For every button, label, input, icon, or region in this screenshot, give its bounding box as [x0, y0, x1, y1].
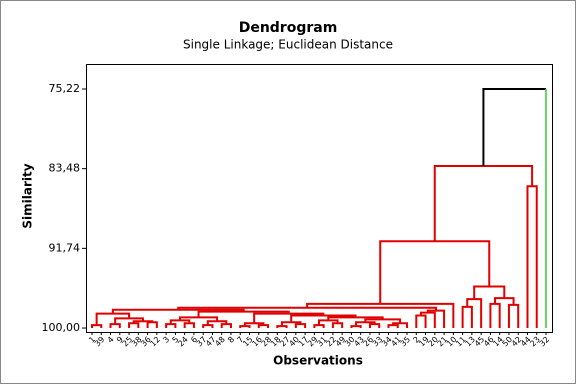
leaf-label: 8	[226, 335, 236, 345]
leaf-label: 9	[115, 335, 125, 345]
cluster-link	[220, 323, 232, 329]
cluster-link	[169, 319, 191, 325]
cluster-link	[253, 312, 325, 324]
cluster-link	[379, 240, 491, 304]
y-tick-label: 100,00	[42, 321, 81, 334]
cluster-link	[473, 285, 506, 300]
leaf-label: 3	[161, 335, 171, 345]
leaf-label: 6	[189, 335, 199, 345]
cluster-link	[95, 312, 131, 326]
chart-subtitle: Single Linkage; Euclidean Distance	[183, 38, 393, 52]
x-axis-label: Observations	[273, 354, 363, 368]
leaf-label: 5	[171, 335, 181, 345]
cluster-link	[132, 320, 154, 324]
cluster-link	[306, 302, 455, 329]
cluster-link	[426, 309, 446, 329]
y-tick-label: 83,48	[49, 162, 81, 175]
cluster-link	[179, 316, 219, 322]
cluster-link	[111, 308, 245, 314]
root-link	[482, 87, 546, 166]
cluster-link	[165, 323, 177, 329]
leaf-label: 7	[235, 335, 245, 345]
cluster-link	[318, 319, 339, 326]
cluster-link	[109, 323, 121, 329]
cluster-link	[489, 302, 501, 329]
cluster-link	[368, 323, 381, 329]
cluster-link	[294, 323, 307, 329]
leaf-label: 2	[412, 335, 422, 345]
chart-title: Dendrogram	[239, 20, 338, 36]
y-tick-label: 91,74	[49, 241, 81, 254]
cluster-link	[206, 320, 228, 326]
cluster-link	[327, 316, 384, 321]
y-tick-label: 75,22	[49, 82, 81, 95]
y-axis-label: Similarity	[21, 163, 35, 228]
leaf-label: 4	[106, 335, 116, 345]
leaf-label: 1	[87, 335, 97, 345]
cluster-link	[466, 298, 483, 329]
plot-area	[86, 64, 553, 333]
cluster-link	[461, 305, 473, 329]
